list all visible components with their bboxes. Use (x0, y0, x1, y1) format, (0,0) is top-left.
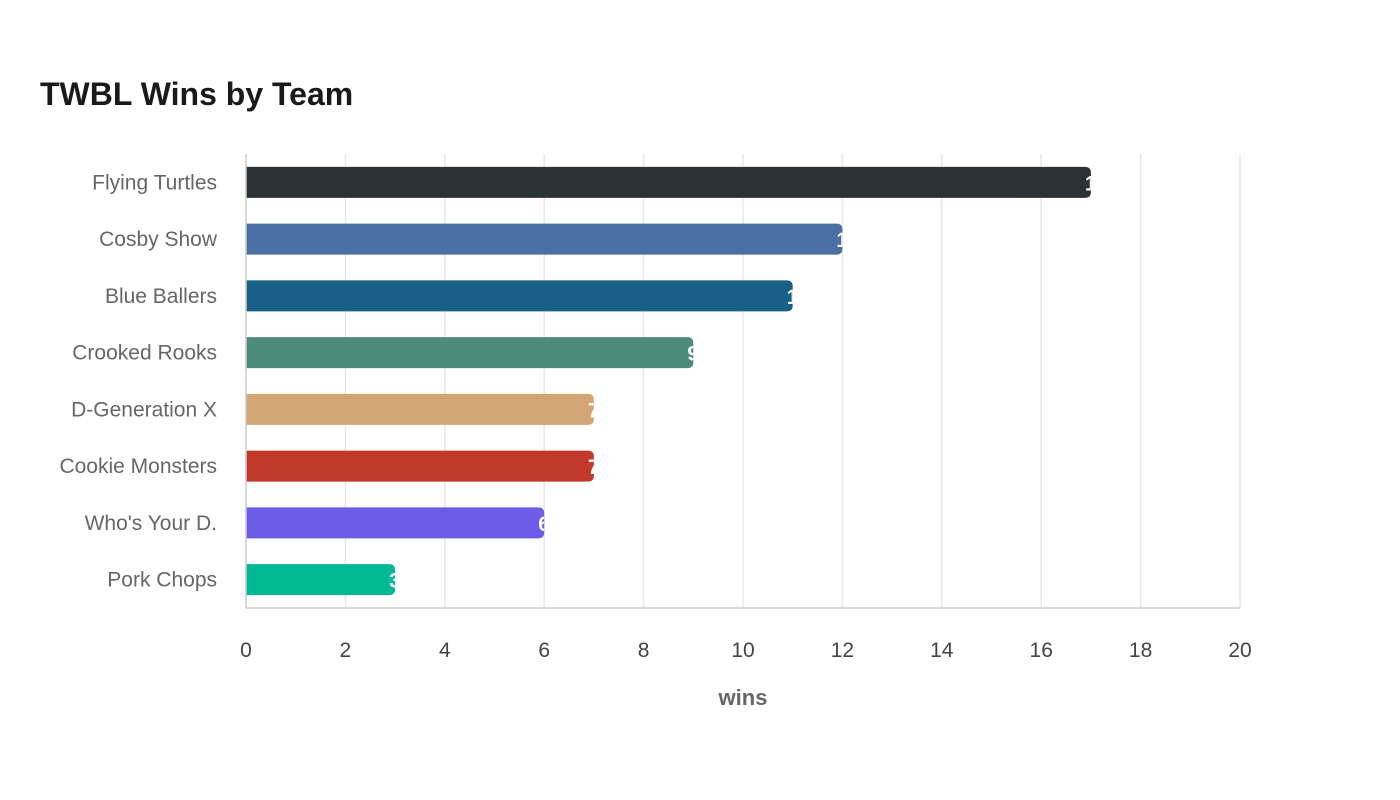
x-tick-label: 4 (439, 639, 451, 662)
bar (246, 393, 594, 425)
chart-title: TWBL Wins by Team (40, 76, 354, 112)
data-label: 3 (389, 570, 401, 593)
x-tick-label: 8 (638, 639, 650, 662)
category-label: Pork Chops (107, 569, 217, 592)
bar (246, 337, 694, 369)
category-label: Cookie Monsters (59, 455, 217, 478)
bar (246, 564, 396, 596)
data-label: 11 (787, 286, 810, 309)
data-label: 7 (588, 456, 600, 479)
category-label: Blue Ballers (105, 285, 217, 308)
x-tick-label: 0 (240, 639, 252, 662)
x-tick-labels: 0 2 4 6 8 10 12 14 16 18 20 (240, 639, 1252, 662)
category-label: Crooked Rooks (72, 342, 217, 365)
data-label: 6 (538, 513, 550, 536)
data-label: 12 (836, 229, 859, 252)
data-label: 17 (1085, 172, 1108, 195)
x-tick-label: 14 (930, 639, 954, 662)
x-tick-label: 10 (731, 639, 754, 662)
category-label: Who's Your D. (85, 512, 217, 535)
category-label: Flying Turtles (92, 171, 217, 194)
bars (246, 166, 1091, 596)
x-tick-label: 16 (1030, 639, 1053, 662)
bar (246, 450, 594, 482)
data-label: 7 (588, 399, 600, 422)
data-labels: 17 12 11 9 7 7 6 3 (389, 172, 1108, 593)
x-tick-label: 18 (1129, 639, 1152, 662)
x-tick-label: 2 (340, 639, 352, 662)
axes (245, 154, 1240, 609)
gridlines (344, 154, 1241, 608)
category-labels: Flying Turtles Cosby Show Blue Ballers Croo… (59, 171, 217, 591)
x-tick-label: 12 (831, 639, 854, 662)
bar (246, 166, 1091, 198)
x-axis-title: wins (718, 685, 768, 710)
category-label: Cosby Show (99, 228, 218, 251)
x-tick-label: 20 (1228, 639, 1251, 662)
bar (246, 280, 793, 312)
category-label: D-Generation X (71, 398, 217, 421)
data-label: 9 (687, 343, 699, 366)
bar (246, 507, 545, 539)
x-tick-label: 6 (538, 639, 550, 662)
bar (246, 223, 843, 255)
